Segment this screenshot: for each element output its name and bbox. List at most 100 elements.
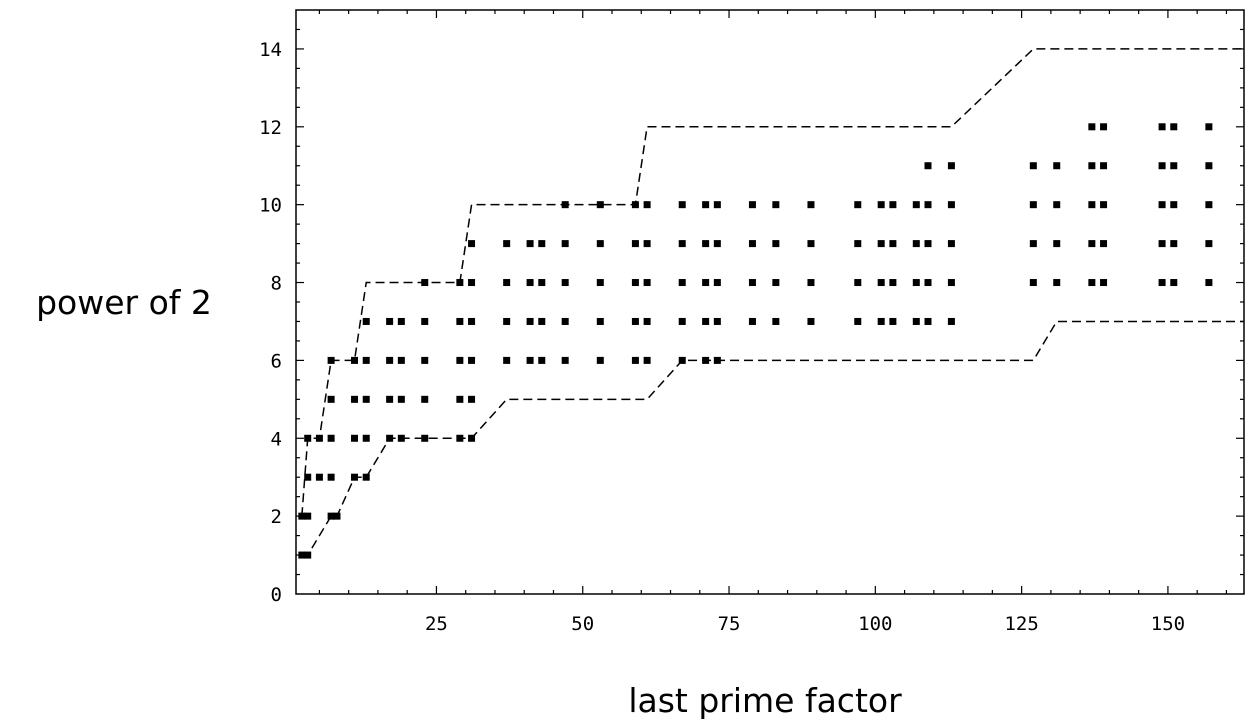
data-point bbox=[1205, 279, 1212, 286]
data-point bbox=[562, 240, 569, 247]
plot-frame bbox=[296, 10, 1244, 594]
data-point bbox=[679, 318, 686, 325]
data-point bbox=[1170, 123, 1177, 130]
data-point bbox=[632, 357, 639, 364]
data-point bbox=[386, 396, 393, 403]
data-point bbox=[679, 240, 686, 247]
data-point bbox=[304, 435, 311, 442]
y-axis-title: power of 2 bbox=[36, 283, 212, 322]
data-point bbox=[386, 357, 393, 364]
data-point bbox=[503, 279, 510, 286]
data-point bbox=[503, 357, 510, 364]
x-tick-label: 100 bbox=[858, 613, 892, 635]
y-tick-label: 12 bbox=[259, 117, 282, 139]
y-tick-label: 8 bbox=[271, 273, 282, 295]
data-point bbox=[1088, 240, 1095, 247]
data-point bbox=[421, 396, 428, 403]
data-point bbox=[456, 435, 463, 442]
data-point bbox=[854, 201, 861, 208]
data-point bbox=[503, 318, 510, 325]
data-point bbox=[1053, 201, 1060, 208]
data-point bbox=[948, 240, 955, 247]
y-tick-label: 0 bbox=[271, 584, 282, 606]
data-point bbox=[468, 435, 475, 442]
data-point bbox=[421, 279, 428, 286]
lower-bound-line bbox=[302, 321, 1244, 555]
data-point bbox=[714, 357, 721, 364]
data-point bbox=[644, 201, 651, 208]
data-point bbox=[1030, 201, 1037, 208]
data-point bbox=[749, 318, 756, 325]
y-tick-label: 2 bbox=[271, 506, 282, 528]
data-point bbox=[304, 513, 311, 520]
data-point bbox=[1030, 162, 1037, 169]
data-point bbox=[679, 357, 686, 364]
data-point bbox=[316, 474, 323, 481]
data-point bbox=[632, 279, 639, 286]
data-point bbox=[889, 240, 896, 247]
data-point bbox=[363, 357, 370, 364]
data-point bbox=[644, 279, 651, 286]
data-point bbox=[772, 279, 779, 286]
data-point bbox=[527, 240, 534, 247]
data-point bbox=[1088, 162, 1095, 169]
data-point bbox=[1170, 279, 1177, 286]
data-point bbox=[1170, 162, 1177, 169]
data-point bbox=[527, 357, 534, 364]
data-point bbox=[597, 240, 604, 247]
data-point bbox=[702, 240, 709, 247]
data-point bbox=[714, 201, 721, 208]
data-point bbox=[1159, 240, 1166, 247]
data-point bbox=[1170, 201, 1177, 208]
x-tick-label: 75 bbox=[718, 613, 741, 635]
minor-ticks bbox=[296, 10, 1244, 594]
data-point bbox=[398, 318, 405, 325]
data-point bbox=[854, 279, 861, 286]
data-point bbox=[925, 201, 932, 208]
data-point bbox=[1159, 123, 1166, 130]
y-tick-label: 14 bbox=[259, 39, 282, 61]
data-point bbox=[538, 318, 545, 325]
data-point bbox=[702, 357, 709, 364]
data-point bbox=[632, 240, 639, 247]
data-point bbox=[679, 201, 686, 208]
data-point bbox=[948, 201, 955, 208]
data-point bbox=[316, 435, 323, 442]
data-point bbox=[597, 201, 604, 208]
data-point bbox=[597, 357, 604, 364]
data-point bbox=[1088, 123, 1095, 130]
data-point bbox=[398, 435, 405, 442]
data-point bbox=[363, 435, 370, 442]
data-point bbox=[854, 318, 861, 325]
data-point bbox=[807, 318, 814, 325]
data-point bbox=[1170, 240, 1177, 247]
data-point bbox=[889, 201, 896, 208]
data-point bbox=[503, 240, 510, 247]
data-point bbox=[1205, 201, 1212, 208]
data-point bbox=[597, 318, 604, 325]
data-point bbox=[1053, 279, 1060, 286]
data-point bbox=[468, 279, 475, 286]
data-point bbox=[702, 201, 709, 208]
x-axis-title: last prime factor bbox=[628, 681, 902, 720]
data-point bbox=[421, 435, 428, 442]
data-point bbox=[644, 240, 651, 247]
x-tick-label: 125 bbox=[1004, 613, 1038, 635]
data-point bbox=[925, 162, 932, 169]
data-point bbox=[1100, 240, 1107, 247]
data-point bbox=[925, 318, 932, 325]
data-point bbox=[351, 435, 358, 442]
data-point bbox=[948, 162, 955, 169]
data-point bbox=[913, 240, 920, 247]
data-point bbox=[925, 240, 932, 247]
data-point bbox=[527, 279, 534, 286]
data-point bbox=[328, 435, 335, 442]
x-tick-label: 150 bbox=[1151, 613, 1185, 635]
data-point bbox=[1205, 162, 1212, 169]
data-point bbox=[714, 279, 721, 286]
data-point bbox=[1053, 240, 1060, 247]
data-point bbox=[889, 279, 896, 286]
data-point bbox=[351, 396, 358, 403]
data-point bbox=[527, 318, 534, 325]
